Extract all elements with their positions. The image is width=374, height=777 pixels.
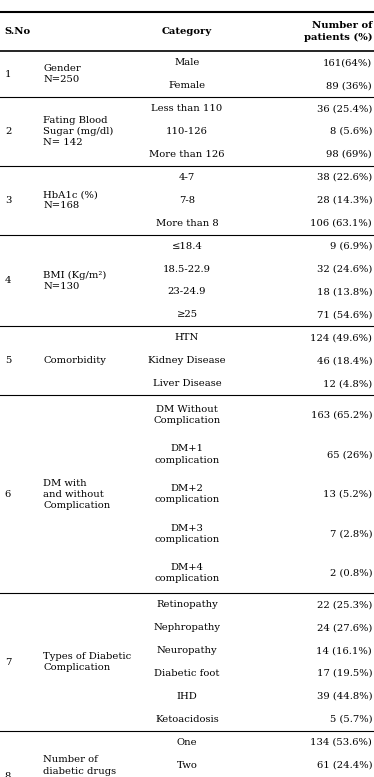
Text: Kidney Disease: Kidney Disease (148, 356, 226, 365)
Text: 17 (19.5%): 17 (19.5%) (316, 669, 372, 678)
Text: Ketoacidosis: Ketoacidosis (155, 715, 219, 724)
Text: ≥25: ≥25 (177, 310, 197, 319)
Text: S.No: S.No (5, 27, 31, 36)
Text: Nephropathy: Nephropathy (153, 623, 221, 632)
Text: Diabetic foot: Diabetic foot (154, 669, 220, 678)
Text: 5: 5 (5, 356, 11, 365)
Text: 8: 8 (5, 772, 11, 777)
Text: 98 (69%): 98 (69%) (327, 150, 372, 159)
Text: DM+3
complication: DM+3 complication (154, 524, 220, 544)
Text: Female: Female (168, 81, 206, 90)
Text: 14 (16.1%): 14 (16.1%) (316, 646, 372, 655)
Text: 23-24.9: 23-24.9 (168, 287, 206, 297)
Text: 61 (24.4%): 61 (24.4%) (316, 761, 372, 770)
Text: 71 (54.6%): 71 (54.6%) (317, 310, 372, 319)
Text: 4: 4 (5, 276, 11, 285)
Text: 1: 1 (5, 70, 11, 78)
Text: 38 (22.6%): 38 (22.6%) (317, 172, 372, 182)
Text: Male: Male (174, 58, 200, 68)
Text: More than 126: More than 126 (149, 150, 225, 159)
Text: HbA1c (%)
N=168: HbA1c (%) N=168 (43, 190, 98, 211)
Text: Comorbidity: Comorbidity (43, 356, 106, 365)
Text: 12 (4.8%): 12 (4.8%) (323, 379, 372, 388)
Text: 9 (6.9%): 9 (6.9%) (329, 242, 372, 251)
Text: 32 (24.6%): 32 (24.6%) (317, 264, 372, 274)
Text: 7: 7 (5, 657, 11, 667)
Text: Retinopathy: Retinopathy (156, 600, 218, 609)
Text: More than 8: More than 8 (156, 218, 218, 228)
Text: 2: 2 (5, 127, 11, 136)
Text: 8 (5.6%): 8 (5.6%) (329, 127, 372, 136)
Text: Neuropathy: Neuropathy (157, 646, 217, 655)
Text: 24 (27.6%): 24 (27.6%) (317, 623, 372, 632)
Text: DM Without
Complication: DM Without Complication (153, 405, 221, 425)
Text: 2 (0.8%): 2 (0.8%) (329, 569, 372, 578)
Text: 124 (49.6%): 124 (49.6%) (310, 333, 372, 343)
Text: Less than 110: Less than 110 (151, 104, 223, 113)
Text: 3: 3 (5, 196, 11, 205)
Text: DM with
and without
Complication: DM with and without Complication (43, 479, 110, 510)
Text: 18.5-22.9: 18.5-22.9 (163, 264, 211, 274)
Text: 89 (36%): 89 (36%) (327, 81, 372, 90)
Text: 4-7: 4-7 (179, 172, 195, 182)
Text: Types of Diabetic
Complication: Types of Diabetic Complication (43, 652, 131, 672)
Text: 7-8: 7-8 (179, 196, 195, 205)
Text: 134 (53.6%): 134 (53.6%) (310, 737, 372, 747)
Text: Number of
patients (%): Number of patients (%) (304, 21, 372, 42)
Text: 161(64%): 161(64%) (323, 58, 372, 68)
Text: 65 (26%): 65 (26%) (327, 450, 372, 459)
Text: HTN: HTN (175, 333, 199, 343)
Text: BMI (Kg/m²)
N=130: BMI (Kg/m²) N=130 (43, 270, 106, 291)
Text: Number of
diabetic drugs
prescribed
N=250: Number of diabetic drugs prescribed N=25… (43, 755, 116, 777)
Text: 13 (5.2%): 13 (5.2%) (323, 490, 372, 499)
Text: DM+1
complication: DM+1 complication (154, 444, 220, 465)
Text: DM+4
complication: DM+4 complication (154, 563, 220, 584)
Text: Gender
N=250: Gender N=250 (43, 64, 81, 84)
Text: 110-126: 110-126 (166, 127, 208, 136)
Text: 28 (14.3%): 28 (14.3%) (316, 196, 372, 205)
Text: 39 (44.8%): 39 (44.8%) (316, 692, 372, 701)
Text: Liver Disease: Liver Disease (153, 379, 221, 388)
Text: 22 (25.3%): 22 (25.3%) (317, 600, 372, 609)
Text: Two: Two (177, 761, 197, 770)
Text: ≤18.4: ≤18.4 (172, 242, 202, 251)
Text: 163 (65.2%): 163 (65.2%) (310, 410, 372, 420)
Text: 46 (18.4%): 46 (18.4%) (316, 356, 372, 365)
Text: One: One (177, 737, 197, 747)
Text: DM+2
complication: DM+2 complication (154, 484, 220, 504)
Text: 106 (63.1%): 106 (63.1%) (310, 218, 372, 228)
Text: Category: Category (162, 27, 212, 36)
Text: Fating Blood
Sugar (mg/dl)
N= 142: Fating Blood Sugar (mg/dl) N= 142 (43, 116, 113, 147)
Text: 7 (2.8%): 7 (2.8%) (329, 529, 372, 538)
Text: 36 (25.4%): 36 (25.4%) (317, 104, 372, 113)
Text: IHD: IHD (177, 692, 197, 701)
Text: 18 (13.8%): 18 (13.8%) (316, 287, 372, 297)
Text: 6: 6 (5, 490, 11, 499)
Text: 5 (5.7%): 5 (5.7%) (329, 715, 372, 724)
